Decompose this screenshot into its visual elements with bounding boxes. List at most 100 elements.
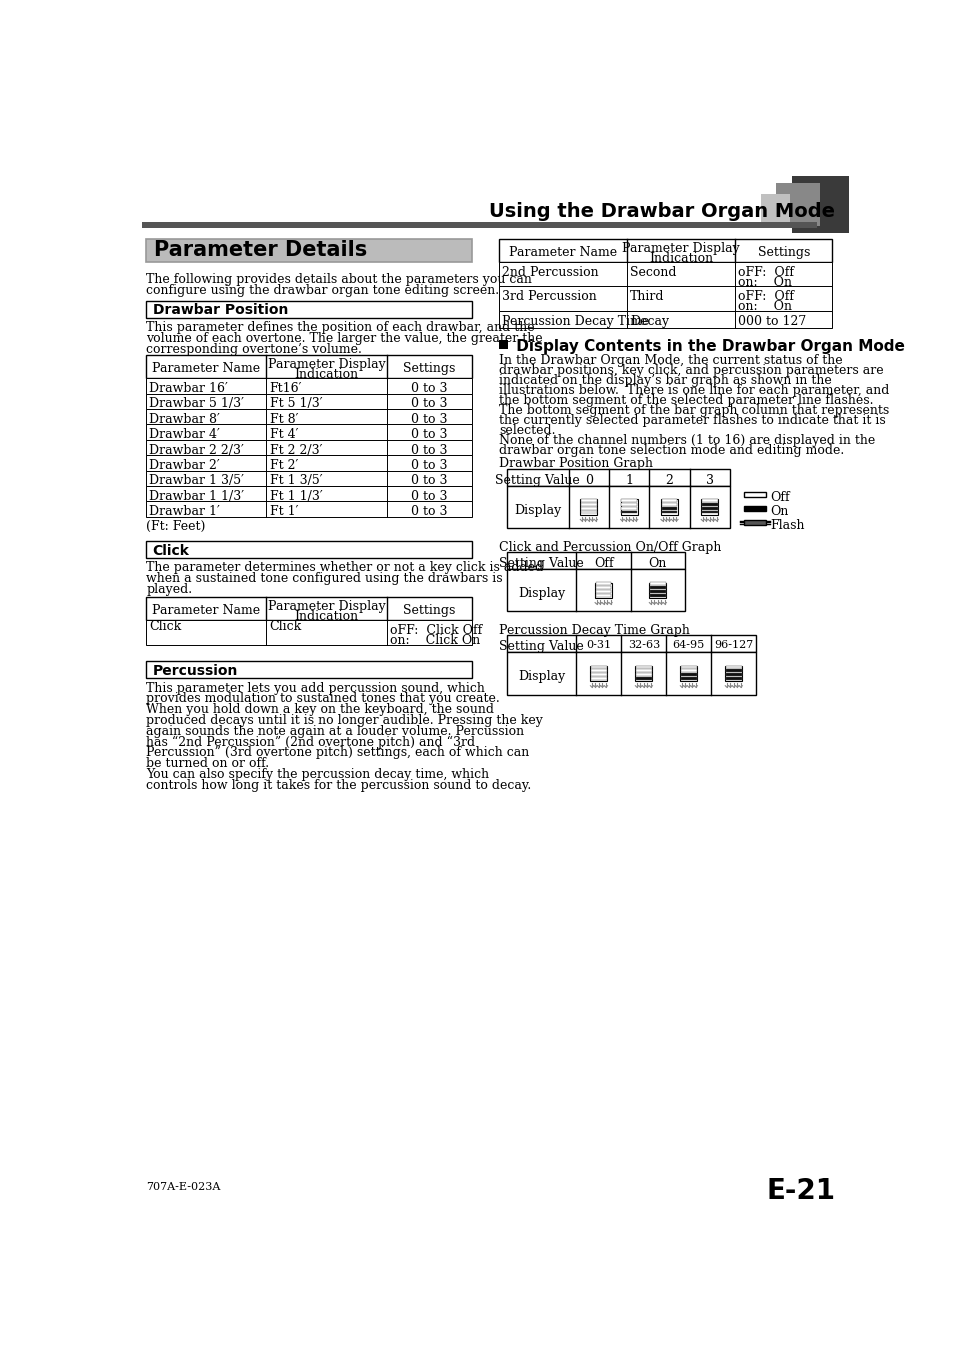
Text: configure using the drawbar organ tone editing screen.: configure using the drawbar organ tone e… [146,284,499,297]
Bar [596,594,611,597]
Bar [743,520,765,526]
Bar [146,485,472,501]
Bar [146,542,472,558]
Text: Flash: Flash [769,519,804,532]
Text: oFF:  Off: oFF: Off [738,266,794,279]
Text: 0 to 3: 0 to 3 [411,398,447,410]
Bar [661,507,677,510]
Bar [146,301,472,318]
Text: Setting Value: Setting Value [498,557,583,570]
Text: You can also specify the percussion decay time, which: You can also specify the percussion deca… [146,768,489,780]
Text: indicated on the display’s bar graph as shown in the: indicated on the display’s bar graph as … [498,375,831,387]
Text: 96-127: 96-127 [714,640,753,650]
Bar [725,674,740,675]
Text: Settings: Settings [757,245,809,259]
Bar [701,503,717,506]
Text: Display Contents in the Drawbar Organ Mode: Display Contents in the Drawbar Organ Mo… [511,338,904,355]
Text: on:    On: on: On [738,301,792,313]
Bar [649,586,665,589]
Text: 707A-E-023A: 707A-E-023A [146,1182,220,1192]
Text: Second: Second [629,266,676,279]
Text: Ft 5 1/3′: Ft 5 1/3′ [270,398,322,410]
Bar [635,666,652,681]
Text: Indication: Indication [648,252,713,264]
Text: 1: 1 [624,473,633,487]
Text: Ft 1 3/5′: Ft 1 3/5′ [270,474,322,488]
Text: Decay: Decay [629,315,668,328]
Text: Click: Click [270,620,301,634]
Text: Using the Drawbar Organ Mode: Using the Drawbar Organ Mode [488,202,834,221]
Bar [680,666,696,669]
Bar [680,677,696,679]
Text: (Ft: Feet): (Ft: Feet) [146,520,206,532]
Text: Third: Third [629,290,664,303]
Text: drawbar positions, key click, and percussion parameters are: drawbar positions, key click, and percus… [498,364,882,377]
Bar [725,670,740,673]
Text: Drawbar 2′: Drawbar 2′ [150,458,220,472]
Text: 0 to 3: 0 to 3 [411,474,447,488]
Bar [636,674,651,675]
Text: Settings: Settings [402,363,455,375]
Bar [620,511,637,514]
Text: Ft 4′: Ft 4′ [270,429,297,441]
Text: Ft 1 1/3′: Ft 1 1/3′ [270,489,322,503]
Text: selected.: selected. [498,425,555,437]
Text: provides modulation to sustained tones that you create.: provides modulation to sustained tones t… [146,693,499,705]
Text: Display: Display [517,670,565,683]
Text: Off: Off [769,491,789,504]
Text: 64-95: 64-95 [672,640,704,650]
Bar [700,499,718,515]
Text: Setting Value: Setting Value [498,640,583,652]
Text: Drawbar 5 1/3′: Drawbar 5 1/3′ [150,398,244,410]
Text: 3: 3 [705,473,713,487]
Text: 0 to 3: 0 to 3 [411,443,447,457]
Text: 0 to 3: 0 to 3 [411,458,447,472]
Bar [506,485,729,528]
Text: 0 to 3: 0 to 3 [411,429,447,441]
Text: Ft 8′: Ft 8′ [270,412,297,426]
Bar [498,311,831,328]
Bar [596,590,611,593]
Text: Click: Click [150,620,181,634]
Bar [146,470,472,485]
Bar [506,553,684,569]
Text: Percussion” (3rd overtone pitch) settings, each of which can: Percussion” (3rd overtone pitch) setting… [146,747,529,759]
Bar [506,635,756,652]
Bar [590,666,607,681]
Bar [649,594,665,597]
Text: 0 to 3: 0 to 3 [411,412,447,426]
Bar [506,652,756,694]
Bar [146,355,472,379]
Text: Drawbar 1′: Drawbar 1′ [150,506,220,518]
Bar [701,511,717,514]
Text: again sounds the note again at a louder volume. Percussion: again sounds the note again at a louder … [146,725,524,737]
Bar [636,670,651,673]
Bar [620,499,637,515]
Text: Drawbar 4′: Drawbar 4′ [150,429,220,441]
Bar [146,439,472,456]
Text: has “2nd Percussion” (2nd overtone pitch) and “3rd: has “2nd Percussion” (2nd overtone pitch… [146,736,475,748]
Bar [791,175,848,233]
Text: 3rd Percussion: 3rd Percussion [501,290,597,303]
Text: On: On [648,557,666,570]
Bar [580,511,596,514]
Bar [146,425,472,439]
Bar [596,582,611,585]
Text: Parameter Display: Parameter Display [268,359,385,371]
Bar [146,379,472,394]
Bar [506,569,684,612]
Text: Setting Value: Setting Value [495,473,579,487]
Text: This parameter lets you add percussion sound, which: This parameter lets you add percussion s… [146,682,485,694]
Text: When you hold down a key on the keyboard, the sound: When you hold down a key on the keyboard… [146,704,494,716]
Bar [506,469,729,485]
Text: Drawbar Position: Drawbar Position [152,303,288,317]
Text: 2nd Percussion: 2nd Percussion [501,266,598,279]
Text: be turned on or off.: be turned on or off. [146,758,269,770]
Bar [146,620,472,644]
Text: This parameter defines the position of each drawbar, and the: This parameter defines the position of e… [146,321,535,334]
Text: The following provides details about the parameters you can: The following provides details about the… [146,274,532,286]
Bar [620,503,637,506]
Bar [596,586,611,589]
Bar [580,503,596,506]
Bar [649,590,665,593]
